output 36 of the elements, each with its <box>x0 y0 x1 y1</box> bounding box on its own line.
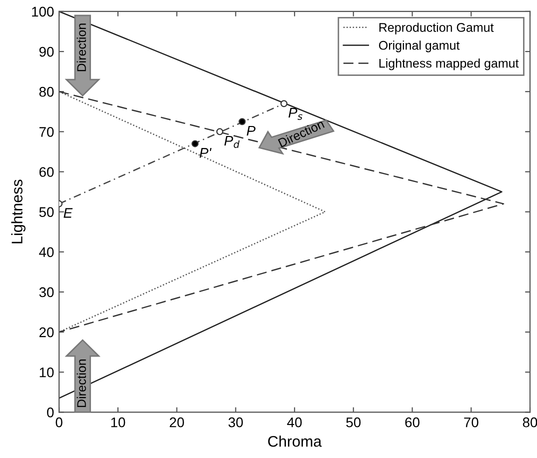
x-tick-label: 0 <box>56 417 62 428</box>
y-tick-label: 70 <box>39 127 54 137</box>
x-tick-label: 70 <box>464 417 478 428</box>
x-tick-label: 60 <box>405 417 420 428</box>
legend-label: Reproduction Gamut <box>379 22 494 34</box>
x-tick-label: 20 <box>170 417 184 428</box>
y-tick-label: 100 <box>32 6 54 17</box>
x-tick-label: 30 <box>228 417 243 428</box>
annotation: E <box>64 208 73 218</box>
annotation: P' <box>200 148 212 158</box>
annotation: P <box>246 126 256 136</box>
x-tick-label: 40 <box>287 417 302 428</box>
annotation: P$_{s}$ <box>288 108 302 120</box>
y-axis-title: Lightness <box>11 180 26 244</box>
point <box>280 100 288 108</box>
y-tick-label: 60 <box>39 167 54 177</box>
x-tick-label: 50 <box>346 417 361 428</box>
x-tick-label: 10 <box>111 417 126 428</box>
legend-label: Lightness mapped gamut <box>379 58 519 70</box>
point <box>192 140 199 148</box>
legend-label: Original gamut <box>379 40 460 52</box>
y-tick-label: 20 <box>39 327 54 338</box>
x-tick-label: 80 <box>522 417 537 428</box>
annotation: Direction <box>76 24 86 72</box>
y-tick-label: 10 <box>40 367 54 378</box>
y-tick-label: 50 <box>39 207 54 217</box>
x-axis-title: Chroma <box>268 436 322 447</box>
y-tick-label: 90 <box>39 46 54 57</box>
annotation: Direction <box>76 359 86 407</box>
point <box>216 128 224 136</box>
y-tick-label: 30 <box>39 287 54 298</box>
y-tick-label: 80 <box>39 86 54 97</box>
point <box>238 118 246 126</box>
y-tick-label: 40 <box>39 247 54 258</box>
y-tick-label: 0 <box>47 408 54 418</box>
annotation: P$_{d}$ <box>224 136 240 148</box>
